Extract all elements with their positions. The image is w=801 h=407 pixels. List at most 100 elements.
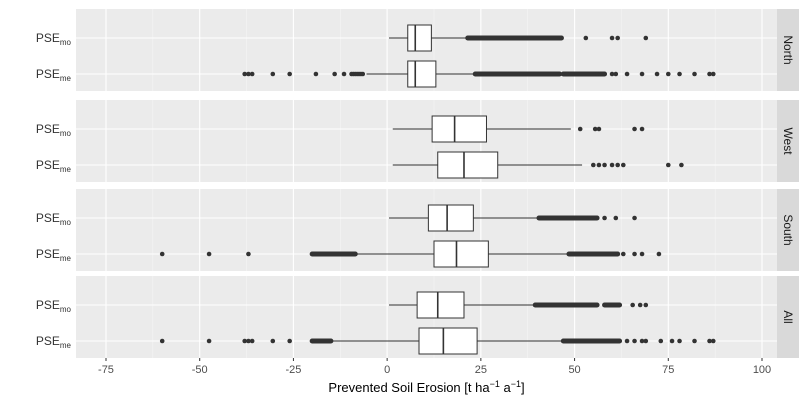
outlier-point	[609, 71, 615, 77]
facet-panel-all: All PSEmo PSEme	[36, 276, 799, 358]
outlier-point	[577, 126, 583, 132]
box-west-me: PSEme	[36, 151, 684, 179]
outlier-point	[615, 35, 620, 41]
outlier-point	[242, 338, 247, 344]
x-tick-label: -75	[98, 364, 114, 376]
outlier-point	[621, 162, 626, 168]
outlier-point	[639, 126, 645, 132]
panel-background	[76, 100, 777, 182]
outlier-point	[564, 71, 570, 77]
outlier-point	[637, 302, 643, 308]
box-iqr	[437, 151, 499, 179]
outlier-point	[206, 338, 212, 344]
outlier-point	[632, 251, 637, 257]
box-iqr	[431, 115, 487, 143]
outlier-point	[692, 338, 697, 344]
box-all-mo: PSEmo	[36, 291, 649, 319]
outlier-point	[624, 71, 630, 77]
outlier-point	[621, 251, 626, 257]
box-iqr	[407, 24, 432, 52]
strip-background	[777, 276, 799, 358]
outlier-point	[613, 71, 619, 77]
outlier-point	[639, 71, 645, 77]
outlier-point	[632, 338, 637, 344]
outlier-point	[287, 338, 292, 344]
outlier-point	[592, 126, 598, 132]
x-tick-label: 0	[384, 364, 390, 376]
panel-background	[76, 189, 777, 271]
box-north-me: PSEme	[36, 60, 716, 88]
category-label: PSEme	[36, 158, 72, 174]
category-label: PSEme	[36, 334, 72, 350]
outlier-point	[246, 251, 251, 257]
outlier-point	[654, 71, 660, 77]
outlier-point	[341, 71, 347, 77]
outlier-point	[249, 71, 255, 77]
box-south-mo: PSEmo	[36, 204, 637, 232]
outlier-point	[332, 71, 337, 77]
strip-label-west: West	[781, 127, 795, 155]
box-iqr	[407, 60, 437, 88]
outlier-point	[643, 302, 649, 308]
outlier-point	[287, 71, 292, 77]
outlier-point	[583, 35, 589, 41]
facet-panel-north: North PSEmo PSEme	[36, 9, 799, 91]
outlier-point	[594, 71, 600, 77]
category-label: PSEmo	[36, 298, 72, 314]
category-label: PSEme	[36, 67, 72, 83]
category-label: PSEme	[36, 247, 72, 263]
outlier-point	[246, 71, 251, 77]
outlier-point	[707, 71, 712, 77]
strip-label-south: South	[781, 214, 795, 245]
outlier-point	[639, 338, 645, 344]
x-tick-label: 100	[753, 364, 771, 376]
category-label: PSEmo	[36, 122, 72, 138]
outlier-point	[658, 338, 664, 344]
outlier-point	[596, 162, 602, 168]
strip-background	[777, 189, 799, 271]
outlier-point	[613, 215, 619, 221]
outlier-point	[242, 71, 247, 77]
box-iqr	[416, 291, 465, 319]
outlier-point	[632, 215, 637, 221]
outlier-point	[270, 71, 276, 77]
x-tick-label: 75	[662, 364, 674, 376]
outlier-point	[206, 251, 212, 257]
facet-panel-south: South PSEmo PSEme	[36, 189, 799, 271]
outlier-point	[360, 71, 366, 77]
outlier-point	[692, 71, 697, 77]
box-iqr	[418, 327, 478, 355]
outlier-point	[707, 338, 712, 344]
x-tick-label: 50	[568, 364, 580, 376]
strip-label-all: All	[781, 310, 795, 323]
x-axis-title: Prevented Soil Erosion [t ha−1 a−1]	[328, 379, 524, 395]
outlier-point	[630, 302, 635, 308]
outlier-point	[246, 338, 251, 344]
x-tick-label: -50	[192, 364, 208, 376]
outlier-point	[609, 35, 615, 41]
outlier-point	[665, 162, 671, 168]
outlier-point	[609, 162, 615, 168]
outlier-point	[615, 162, 620, 168]
outlier-point	[591, 162, 596, 168]
outlier-point	[624, 338, 630, 344]
x-axis: -75 -50 -25 0 25 50 75 100	[98, 358, 771, 376]
outlier-point	[669, 338, 675, 344]
outlier-point	[632, 126, 637, 132]
box-iqr	[433, 240, 489, 268]
outlier-point	[270, 338, 276, 344]
strip-background	[777, 100, 799, 182]
outlier-point	[677, 71, 682, 77]
outlier-point	[665, 71, 671, 77]
outlier-point	[159, 251, 165, 257]
outlier-point	[639, 251, 645, 257]
outlier-point	[313, 71, 319, 77]
outlier-point	[596, 126, 602, 132]
box-north-mo: PSEmo	[36, 24, 649, 52]
outlier-point	[643, 35, 649, 41]
strip-label-north: North	[781, 35, 795, 64]
box-iqr	[427, 204, 474, 232]
facet-panel-west: West PSEmo PSEme	[36, 100, 799, 182]
category-label: PSEmo	[36, 211, 72, 227]
